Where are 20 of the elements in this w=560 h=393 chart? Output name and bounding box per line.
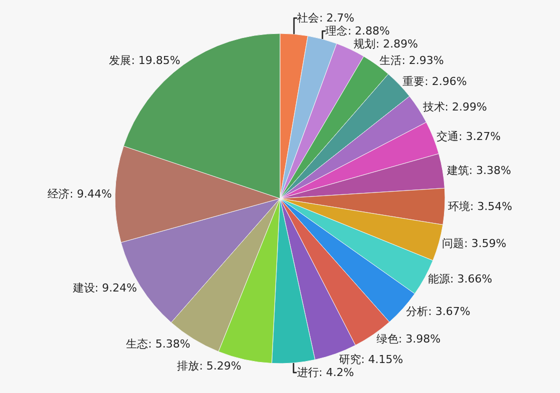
slice-label: 绿色: 3.98%	[376, 332, 441, 346]
slice-label: 社会: 2.7%	[297, 12, 354, 25]
slice-label: 环境: 3.54%	[448, 200, 512, 214]
slice-label: 生态: 5.38%	[126, 337, 190, 350]
slice-label: 建筑: 3.38%	[446, 164, 512, 178]
slice-label: 能源: 3.66%	[428, 272, 492, 286]
slice-label: 问题: 3.59%	[442, 236, 506, 250]
slice-label: 理念: 2.88%	[326, 24, 390, 38]
slice-label: 技术: 2.99%	[422, 100, 487, 114]
slice-label: 进行: 4.2%	[296, 366, 354, 380]
slice-label: 重要: 2.96%	[402, 75, 467, 88]
slice-label: 交通: 3.27%	[436, 130, 501, 144]
slice-label: 经济: 9.44%	[48, 188, 112, 201]
slice-label: 建设: 9.24%	[72, 281, 137, 294]
slice-label: 分析: 3.67%	[406, 305, 470, 318]
slice-label: 发展: 19.85%	[109, 54, 180, 67]
slice-label: 研究: 4.15%	[338, 353, 404, 366]
slice-label: 排放: 5.29%	[177, 359, 242, 372]
slice-label: 规划: 2.89%	[354, 38, 418, 51]
slice-label: 生活: 2.93%	[380, 54, 444, 67]
